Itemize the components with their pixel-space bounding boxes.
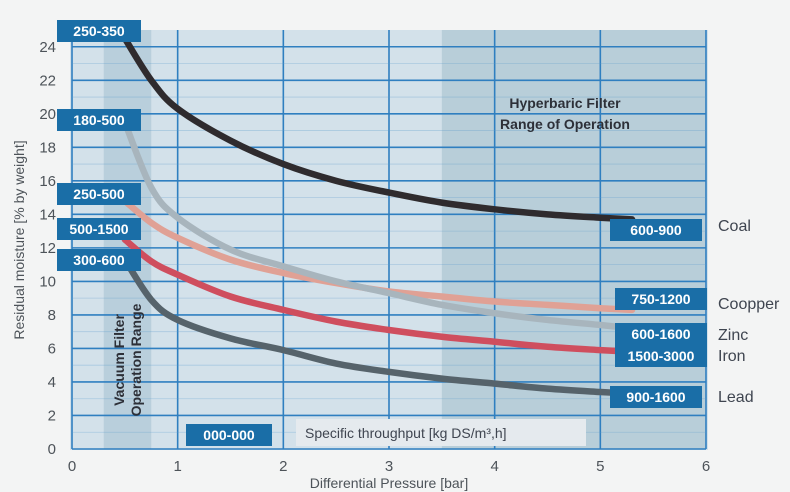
start-label-coopper: 250-500 [57, 183, 141, 205]
start-label-zinc: 180-500 [57, 109, 141, 131]
throughput-label-background [296, 419, 586, 446]
y-tick-label: 10 [39, 273, 56, 290]
y-tick-label: 24 [39, 39, 56, 56]
x-tick-label: 0 [68, 458, 76, 475]
start-label-lead-background [57, 249, 141, 271]
series-name-lead: Lead [718, 389, 754, 406]
hyperbaric-label-line2: Range of Operation [500, 116, 630, 132]
start-label-zinc-background [57, 109, 141, 131]
y-tick-label: 8 [48, 307, 56, 324]
axis-box-label: 000-000 [203, 427, 255, 443]
y-tick-label: 6 [48, 340, 56, 357]
series-labels: 250-350 600-900 Coal 250-500 750-1200 Coopper… [57, 20, 780, 408]
hyperbaric-label-line1: Hyperbaric Filter [509, 95, 621, 111]
start-label-iron: 500-1500 [57, 218, 141, 240]
end-label-coopper-background [615, 288, 707, 310]
series-line-zinc [121, 118, 636, 332]
x-tick-label: 5 [596, 458, 604, 475]
end-label-coal-text: 600-900 [630, 222, 682, 238]
x-tick-label: 6 [702, 458, 710, 475]
end-label-iron-background [615, 345, 707, 367]
throughput-label-box: Specific throughput [kg DS/m³,h] [296, 419, 586, 446]
end-label-coal-background [610, 219, 702, 241]
x-tick-label: 3 [385, 458, 393, 475]
hyperbaric-zone-label: Hyperbaric Filter Range of Operation [500, 95, 630, 132]
start-label-coal: 250-350 [57, 20, 141, 42]
end-label-coal: 600-900 [610, 219, 702, 241]
vacuum-zone-label: Vacuum Filter Operation Range [111, 303, 144, 416]
y-tick-label: 16 [39, 173, 56, 190]
start-label-lead-text: 300-600 [73, 252, 125, 268]
start-label-zinc-text: 180-500 [73, 112, 125, 128]
start-label-coal-text: 250-350 [73, 23, 125, 39]
end-label-zinc-text: 600-1600 [631, 326, 690, 342]
y-tick-label: 12 [39, 240, 56, 257]
x-tick-label: 4 [490, 458, 498, 475]
series-line-lead [121, 256, 636, 397]
end-label-lead: 900-1600 [610, 386, 702, 408]
x-axis-ticks: 0 1 2 3 4 5 6 [68, 458, 710, 475]
y-tick-label: 2 [48, 407, 56, 424]
vacuum-label-line1: Vacuum Filter [111, 314, 127, 406]
series-name-coopper: Coopper [718, 296, 780, 313]
x-tick-label: 2 [279, 458, 287, 475]
y-tick-label: 22 [39, 72, 56, 89]
end-label-lead-background [610, 386, 702, 408]
start-label-iron-background [57, 218, 141, 240]
end-label-coopper-text: 750-1200 [631, 291, 690, 307]
axis-box-background [186, 424, 272, 446]
start-label-iron-text: 500-1500 [69, 221, 128, 237]
y-tick-label: 0 [48, 441, 56, 458]
end-label-iron: 1500-3000 [615, 345, 707, 367]
end-label-lead-text: 900-1600 [626, 389, 685, 405]
curves [121, 35, 636, 397]
x-axis-title: Differential Pressure [bar] [310, 475, 468, 491]
y-tick-label: 14 [39, 206, 56, 223]
y-tick-label: 18 [39, 139, 56, 156]
end-label-coopper: 750-1200 [615, 288, 707, 310]
x-tick-label: 1 [173, 458, 181, 475]
axis-box: 000-000 [186, 424, 272, 446]
series-name-iron: Iron [718, 348, 746, 365]
start-label-coopper-text: 250-500 [73, 186, 125, 202]
grid [71, 30, 707, 450]
vacuum-label-line2: Operation Range [128, 303, 144, 416]
series-line-coal [121, 35, 636, 223]
start-label-lead: 300-600 [57, 249, 141, 271]
y-axis-title: Residual moisture [% by weight] [11, 140, 27, 339]
start-label-coopper-background [57, 183, 141, 205]
end-label-zinc-background [615, 323, 707, 345]
y-tick-label: 20 [39, 106, 56, 123]
end-label-zinc: 600-1600 [615, 323, 707, 345]
throughput-label: Specific throughput [kg DS/m³,h] [305, 425, 507, 441]
y-tick-label: 4 [48, 374, 56, 391]
series-name-coal: Coal [718, 218, 751, 235]
series-line-iron [121, 236, 636, 356]
end-label-iron-text: 1500-3000 [628, 348, 695, 364]
start-label-coal-background [57, 20, 141, 42]
series-name-zinc: Zinc [718, 327, 748, 344]
